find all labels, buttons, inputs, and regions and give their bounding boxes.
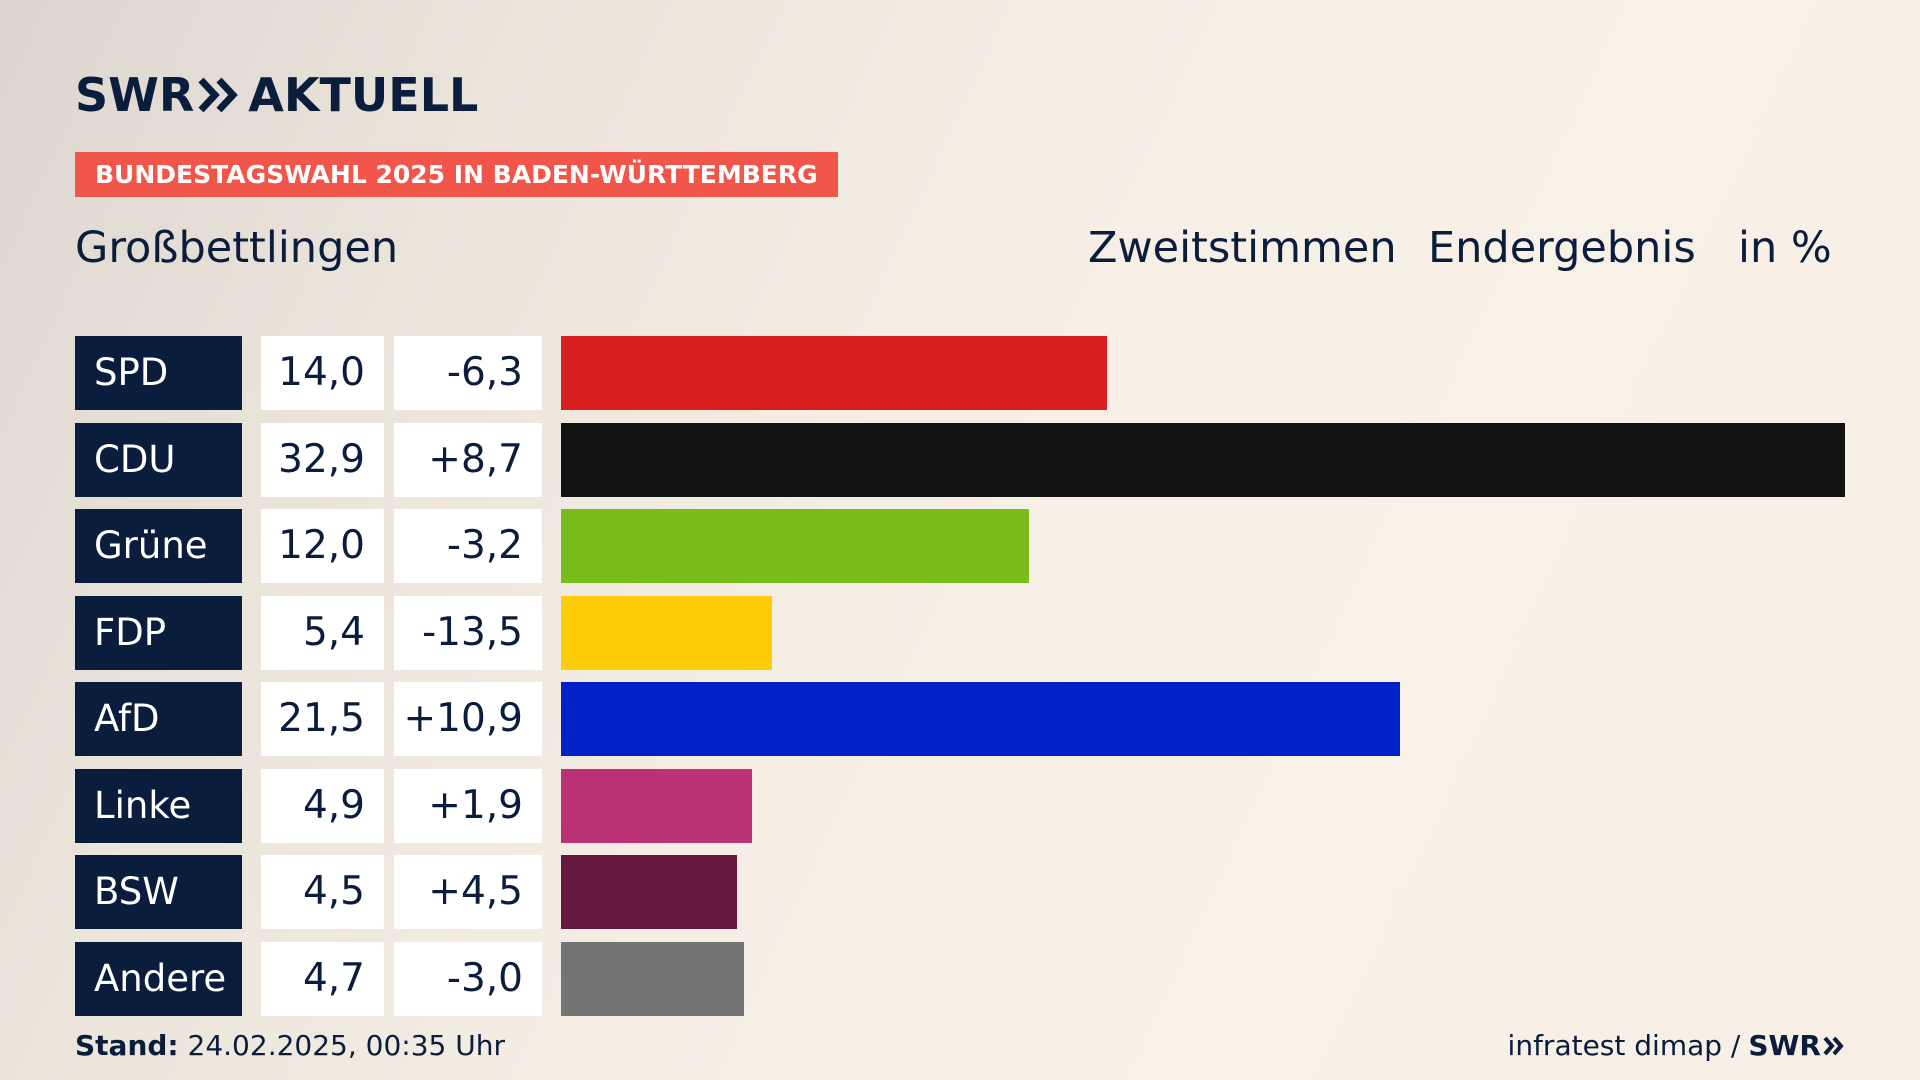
party-label: AfD xyxy=(75,682,242,756)
bar-cdu xyxy=(561,422,1845,497)
result-row: AfD 21,5 +10,9 xyxy=(0,682,1920,756)
party-label: FDP xyxy=(75,595,242,670)
diff-label: -6,3 xyxy=(394,336,542,410)
result-row: Grüne 12,0 -3,2 xyxy=(0,509,1920,583)
diff-label: -3,0 xyxy=(394,941,542,1016)
logo-swr-text: SWR xyxy=(75,68,195,122)
bar-fdp xyxy=(561,595,772,670)
result-row: BSW 4,5 +4,5 xyxy=(0,855,1920,929)
timestamp: Stand: 24.02.2025, 00:35 Uhr xyxy=(75,1028,505,1064)
value-label: 5,4 xyxy=(261,595,384,670)
place-title: Großbettlingen xyxy=(75,223,399,273)
bar-bsw xyxy=(561,855,737,929)
party-label: Linke xyxy=(75,768,242,843)
party-label: BSW xyxy=(75,855,242,929)
diff-label: +4,5 xyxy=(394,855,542,929)
result-row: Andere 4,7 -3,0 xyxy=(0,941,1920,1016)
double-chevron-icon xyxy=(198,77,239,113)
swr-mini-logo-text: SWR xyxy=(1748,1029,1821,1062)
diff-label: +10,9 xyxy=(394,682,542,756)
value-label: 12,0 xyxy=(261,509,384,583)
diff-label: +8,7 xyxy=(394,422,542,497)
column-header-result: Endergebnis xyxy=(1428,223,1696,273)
timestamp-value: 24.02.2025, 00:35 Uhr xyxy=(187,1029,505,1062)
mini-chevron-icon xyxy=(1823,1036,1844,1056)
value-label: 32,9 xyxy=(261,422,384,497)
diff-label: -13,5 xyxy=(394,595,542,670)
value-label: 4,9 xyxy=(261,768,384,843)
party-label: Andere xyxy=(75,941,242,1016)
party-label: Grüne xyxy=(75,509,242,583)
result-row: FDP 5,4 -13,5 xyxy=(0,595,1920,670)
party-label: SPD xyxy=(75,336,242,410)
column-header-unit: in % xyxy=(1738,223,1832,273)
swr-mini-logo: SWR xyxy=(1748,1028,1845,1064)
result-row: CDU 32,9 +8,7 xyxy=(0,422,1920,497)
bar-linke xyxy=(561,768,753,843)
election-tag: BUNDESTAGSWAHL 2025 IN BADEN-WÜRTTEMBERG xyxy=(75,152,838,197)
value-label: 4,7 xyxy=(261,941,384,1016)
value-label: 21,5 xyxy=(261,682,384,756)
value-label: 14,0 xyxy=(261,336,384,410)
logo-aktuell-text: AKTUELL xyxy=(248,68,479,122)
value-label: 4,5 xyxy=(261,855,384,929)
result-row: SPD 14,0 -6,3 xyxy=(0,336,1920,410)
diff-label: -3,2 xyxy=(394,509,542,583)
column-header-vote: Zweitstimmen xyxy=(1088,223,1397,273)
party-label: CDU xyxy=(75,422,242,497)
bar-grüne xyxy=(561,509,1030,583)
bar-andere xyxy=(561,941,745,1016)
source-credit: infratest dimap / SWR xyxy=(1508,1028,1845,1064)
bar-afd xyxy=(561,682,1401,756)
source-text: infratest dimap / xyxy=(1507,1029,1741,1062)
timestamp-label: Stand: xyxy=(75,1029,179,1062)
swr-aktuell-logo: SWR AKTUELL xyxy=(75,68,478,122)
bar-spd xyxy=(561,336,1108,410)
diff-label: +1,9 xyxy=(394,768,542,843)
result-row: Linke 4,9 +1,9 xyxy=(0,768,1920,843)
